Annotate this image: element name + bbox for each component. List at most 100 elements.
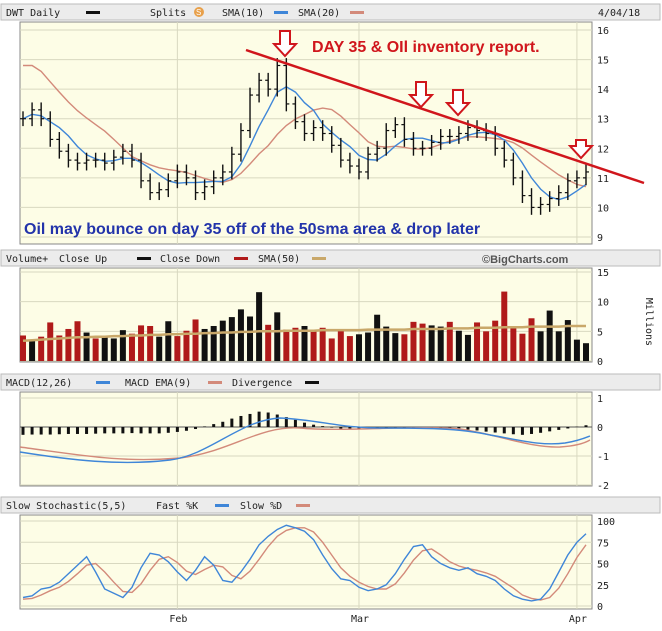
stoch-slow-line	[22, 527, 587, 601]
macd-divergence-bar	[239, 415, 243, 427]
volume-bar	[128, 333, 135, 361]
volume-bar	[210, 325, 217, 361]
macd-divergence-bar	[493, 427, 497, 433]
ticker-legend-swatch	[86, 11, 100, 14]
macd-divergence-bar	[85, 427, 89, 434]
price-header-bar	[0, 3, 661, 21]
volume-bar	[464, 334, 471, 361]
macd-divergence-bar	[112, 427, 116, 434]
volume-bar	[528, 318, 535, 361]
annotation-bottom: Oil may bounce on day 35 off of the 50sm…	[24, 221, 480, 238]
bigcharts-watermark: ©BigCharts.com	[482, 254, 569, 266]
macd-tick-label: 1	[597, 394, 603, 405]
macd-divergence-bar	[293, 419, 297, 427]
stoch-tick-label: 75	[597, 538, 609, 549]
macd-divergence-bar	[175, 427, 179, 432]
macd-divergence-bar	[203, 426, 207, 427]
stoch-y-ticks: 0 25 50 75 100	[597, 517, 615, 613]
volume-bar	[564, 320, 571, 361]
volume-bar	[20, 335, 26, 361]
macd-tick-label: 0	[597, 423, 603, 434]
volume-bar	[201, 328, 208, 361]
stoch-slow-swatch	[296, 504, 310, 507]
macd-divergence-bar	[130, 427, 134, 434]
macd-header-bar	[0, 373, 661, 391]
price-gridlines	[20, 22, 592, 244]
stochastic-panel: Slow Stochastic(5,5) Fast %K Slow %D 0 25…	[0, 496, 661, 625]
stoch-tick-label: 100	[597, 517, 615, 528]
volume-bar	[138, 325, 145, 361]
macd-label: MACD(12,26)	[6, 378, 72, 389]
volume-bar	[392, 333, 399, 361]
stoch-tick-label: 0	[597, 602, 603, 613]
stoch-header-bar	[0, 496, 661, 514]
macd-divergence-bar	[457, 427, 461, 429]
price-tick-label: 11	[597, 174, 609, 185]
price-tick-label: 10	[597, 203, 609, 214]
macd-ema-swatch	[208, 381, 222, 384]
stoch-slow-path	[22, 527, 587, 601]
macd-divergence-bar	[275, 414, 279, 427]
macd-tick-label: -1	[597, 452, 609, 463]
stoch-fast-swatch	[215, 504, 229, 507]
price-tick-label: 14	[597, 85, 609, 96]
macd-divergence-bar	[221, 421, 225, 427]
volume-bar	[573, 339, 580, 361]
volume-bar	[283, 329, 290, 361]
price-y-ticks: 9 10 11 12 13 14 15 16	[597, 26, 609, 244]
volume-sma50-line	[22, 324, 586, 343]
price-tick-label: 13	[597, 115, 609, 126]
splits-icon	[194, 7, 204, 17]
volume-bar	[92, 338, 99, 361]
volume-bar	[328, 338, 335, 361]
macd-divergence-bar	[348, 427, 352, 430]
stoch-tick-label: 25	[597, 581, 609, 592]
volume-bar	[301, 325, 308, 361]
sma10-legend-swatch	[274, 11, 288, 14]
ticker-label: DWT Daily	[6, 8, 60, 19]
macd-divergence-bar	[257, 411, 261, 427]
macd-divergence-bar	[511, 427, 515, 435]
macd-divergence-bar	[21, 427, 25, 435]
macd-divergence-bar	[566, 427, 570, 429]
macd-divergence-bar	[284, 417, 288, 427]
macd-divergence-bar	[520, 427, 524, 435]
date-label: 4/04/18	[598, 8, 640, 19]
x-tick-label: Feb	[169, 614, 187, 625]
down-arrow-icon	[444, 89, 472, 117]
macd-tick-label: -2	[597, 481, 609, 492]
macd-divergence-bar	[475, 427, 479, 431]
macd-divergence-bar	[148, 427, 152, 434]
volume-bar	[38, 336, 45, 361]
volume-bar	[101, 336, 108, 361]
sma10-line	[22, 85, 587, 201]
volume-label: Volume+	[6, 254, 48, 265]
price-tick-label: 16	[597, 26, 609, 37]
macd-divergence-bar	[248, 413, 252, 427]
trendline	[245, 48, 645, 185]
down-arrow-icon	[567, 139, 595, 160]
macd-divergence-bar	[502, 427, 506, 434]
macd-divergence-bar	[230, 418, 234, 427]
volume-bar	[292, 327, 299, 361]
macd-divergence-bar	[75, 427, 79, 434]
volume-bar	[546, 310, 553, 361]
macd-divergence-bar	[357, 427, 361, 429]
volume-bar	[165, 321, 172, 361]
volume-sma-label: SMA(50)	[258, 254, 300, 265]
macd-divergence-bar	[557, 427, 561, 430]
volume-bar	[119, 330, 126, 361]
volume-bar	[455, 330, 462, 361]
volume-header-bar	[0, 249, 661, 267]
volume-bar	[346, 336, 353, 361]
macd-divergence-bar	[184, 427, 188, 431]
volume-y-ticks: 0 5 10 15	[597, 268, 609, 368]
macd-divergence-bar	[166, 427, 170, 433]
volume-bar	[110, 338, 117, 361]
macd-divergence-bar	[539, 427, 543, 433]
macd-divergence-bar	[448, 427, 452, 429]
macd-line	[19, 417, 591, 464]
sma10-path	[22, 85, 587, 201]
price-tick-label: 15	[597, 56, 609, 67]
